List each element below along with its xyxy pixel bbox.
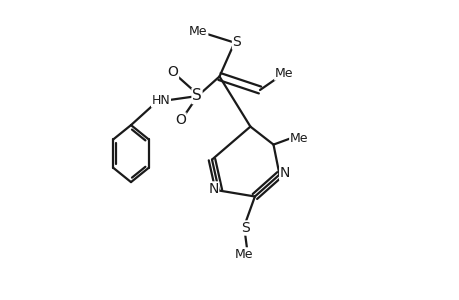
Text: Me: Me <box>235 248 253 261</box>
Text: Me: Me <box>274 67 293 80</box>
Text: O: O <box>175 113 185 127</box>
Text: S: S <box>241 221 250 235</box>
Text: HN: HN <box>151 94 170 107</box>
Text: N: N <box>279 166 290 180</box>
Text: S: S <box>232 35 241 49</box>
Text: N: N <box>208 182 218 196</box>
Text: S: S <box>192 88 202 104</box>
Text: Me: Me <box>189 25 207 38</box>
Text: O: O <box>167 65 178 79</box>
Text: Me: Me <box>289 131 308 145</box>
